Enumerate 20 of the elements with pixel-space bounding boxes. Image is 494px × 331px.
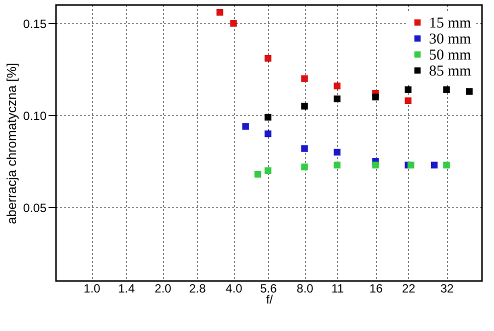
x-tick-label: 2.0	[154, 282, 172, 296]
x-tick-label: 2.8	[189, 282, 206, 296]
legend-label: 85 mm	[429, 64, 472, 80]
x-tick-label: 4.0	[226, 282, 243, 296]
x-tick-label: 32	[440, 282, 454, 296]
legend-label: 15 mm	[429, 16, 472, 32]
y-tick-label: 0.15	[23, 16, 47, 31]
y-tick-label: 0.05	[23, 200, 47, 215]
x-tick-label: 1.0	[84, 282, 101, 296]
x-tick-label: 16	[369, 282, 384, 296]
x-tick-label: 1.4	[118, 282, 136, 296]
y-tick-label: 0.10	[23, 108, 47, 123]
legend-label: 50 mm	[429, 48, 472, 64]
x-tick-label: 8.0	[296, 282, 314, 296]
x-tick-label: 22	[402, 282, 416, 296]
legend-label: 30 mm	[429, 32, 472, 48]
y-axis-title: aberracja chromatyczna [%]	[4, 62, 20, 224]
x-tick-label: 11	[331, 282, 344, 296]
x-axis-title: f/	[266, 292, 274, 306]
x-tick-label: 5.6	[260, 282, 278, 296]
